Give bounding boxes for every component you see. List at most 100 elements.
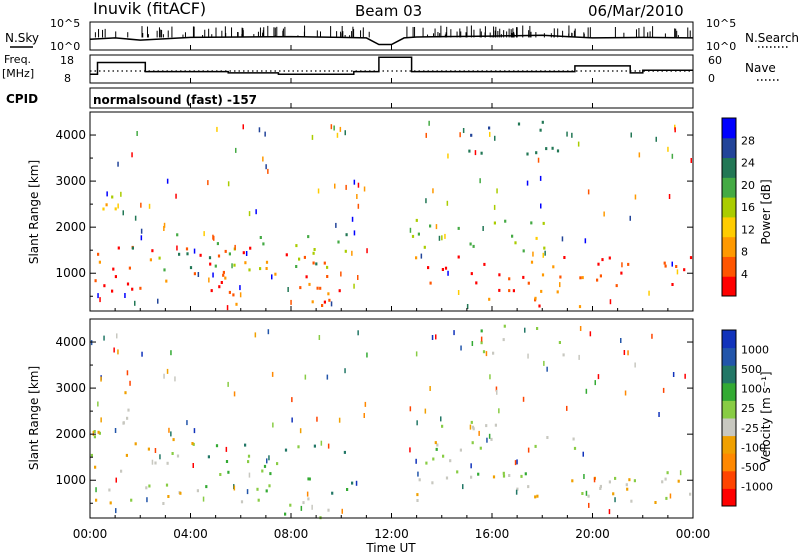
range-gate-cell	[219, 473, 222, 476]
colorbar-swatch	[722, 197, 736, 218]
range-gate-cell	[336, 132, 339, 138]
range-gate-cell	[415, 256, 418, 260]
range-gate-cell	[323, 300, 326, 304]
range-gate-cell	[115, 508, 117, 514]
range-gate-cell	[633, 479, 636, 483]
range-gate-cell	[262, 156, 264, 162]
range-gate-cell	[357, 203, 360, 209]
noise-panel: N.Sky 10^5 10^0 10^5 10^0 N.Search	[5, 17, 799, 53]
range-gate-cell	[235, 147, 237, 153]
range-gate-cell	[353, 179, 356, 185]
colorbar-tick: 20	[741, 179, 755, 192]
y-tick-label: 1000	[55, 473, 86, 487]
range-gate-cell	[205, 485, 208, 489]
range-gate-cell	[495, 386, 498, 392]
range-gate-cell	[585, 388, 588, 394]
range-gate-cell	[462, 128, 465, 133]
range-gate-cell	[608, 256, 611, 260]
range-gate-cell	[479, 446, 482, 450]
colorbar-tick: -1000	[741, 480, 773, 493]
range-gate-cell	[192, 463, 194, 468]
range-gate-cell	[239, 285, 241, 291]
range-gate-cell	[663, 261, 666, 265]
range-gate-cell	[108, 488, 111, 492]
range-gate-cell	[327, 443, 330, 449]
y-tick-label: 2000	[55, 220, 86, 234]
range-gate-cell	[608, 509, 611, 515]
range-gate-cell	[267, 329, 270, 335]
range-gate-cell	[208, 277, 210, 283]
range-gate-cell	[478, 430, 480, 436]
colorbar-tick: -100	[741, 441, 766, 454]
range-gate-cell	[664, 264, 667, 268]
range-gate-cell	[233, 263, 236, 267]
range-gate-cell	[113, 347, 115, 353]
range-gate-cell	[493, 204, 496, 210]
range-gate-cell	[259, 267, 262, 271]
range-gate-cell	[535, 236, 538, 240]
range-gate-cell	[655, 136, 657, 142]
range-gate-cell	[675, 265, 678, 268]
range-gate-cell	[609, 299, 612, 305]
range-gate-cell	[316, 416, 318, 422]
range-gate-cell	[661, 480, 664, 484]
range-gate-cell	[285, 253, 288, 257]
range-gate-cell	[207, 180, 209, 186]
range-gate-cell	[630, 132, 632, 138]
range-gate-cell	[429, 224, 432, 228]
range-gate-cell	[291, 417, 293, 423]
colorbar-swatch	[722, 400, 736, 419]
range-gate-cell	[524, 472, 527, 476]
y-tick-label: 3000	[55, 381, 86, 395]
range-gate-cell	[228, 290, 231, 294]
range-gate-cell	[671, 261, 673, 267]
range-gate-cell	[265, 267, 268, 270]
range-gate-cell	[573, 446, 577, 450]
range-gate-cell	[444, 233, 446, 239]
range-gate-cell	[522, 396, 525, 402]
range-gate-cell	[327, 508, 330, 512]
range-gate-cell	[269, 472, 272, 476]
range-gate-cell	[344, 368, 346, 374]
range-gate-cell	[320, 440, 323, 446]
range-gate-cell	[295, 244, 298, 248]
range-gate-cell	[534, 298, 537, 302]
range-gate-cell	[208, 256, 212, 260]
range-gate-cell	[225, 460, 229, 463]
range-gate-cell	[441, 235, 443, 241]
range-gate-cell	[312, 261, 315, 265]
range-gate-cell	[441, 424, 444, 428]
range-gate-cell	[100, 376, 102, 382]
range-gate-cell	[536, 494, 539, 498]
station-title: Inuvik (fitACF)	[93, 0, 206, 18]
range-gate-cell	[90, 340, 93, 346]
range-gate-cell	[535, 151, 538, 155]
range-gate-cell	[545, 147, 548, 151]
range-gate-cell	[319, 286, 322, 290]
range-gate-cell	[93, 430, 96, 433]
nsky-line	[89, 34, 694, 46]
colorbar-swatch	[722, 216, 736, 238]
xaxis-label: Time UT	[365, 541, 416, 554]
range-gate-cell	[291, 397, 293, 403]
range-gate-cell	[239, 292, 242, 298]
y-tick-label: 4000	[55, 335, 86, 349]
range-gate-cell	[623, 350, 626, 355]
range-gate-cell	[100, 417, 102, 423]
range-gate-cell	[105, 203, 108, 207]
range-gate-cell	[630, 499, 633, 503]
colorbar-tick: 1000	[741, 344, 769, 357]
velocity-colorbar: 1000 500 100 25 -25 -100 -500 -1000	[721, 329, 773, 507]
range-gate-cell	[323, 261, 326, 265]
range-gate-cell	[217, 254, 221, 258]
range-gate-cell	[261, 469, 264, 473]
range-gate-cell	[503, 324, 506, 328]
power-cbar-label: Power [dB]	[759, 179, 773, 244]
range-gate-cell	[306, 491, 309, 497]
range-gate-cell	[457, 255, 460, 259]
range-gate-cell	[587, 189, 590, 195]
range-gate-cell	[245, 251, 248, 256]
range-gate-cell	[638, 152, 641, 158]
range-gate-cell	[492, 351, 495, 355]
range-gate-cell	[284, 448, 288, 452]
